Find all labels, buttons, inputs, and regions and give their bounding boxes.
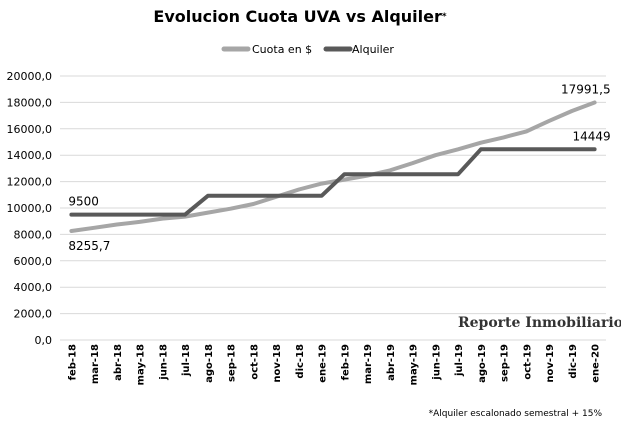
x-tick-label: abr-19 (386, 344, 397, 381)
chart-title: Evolucion Cuota UVA vs Alquiler* (153, 7, 446, 26)
x-tick-label: nov-19 (545, 344, 556, 383)
x-axis-ticks: feb-18 mar-18 abr-18 may-18 jun-18 jul-18 ago-… (67, 344, 601, 385)
y-tick-label: 8000,0 (14, 228, 53, 241)
x-tick-label: ene-20 (591, 344, 602, 383)
x-tick-label: dic-18 (295, 344, 306, 379)
y-tick-label: 6000,0 (14, 255, 53, 268)
y-tick-label: 20000,0 (7, 70, 53, 83)
data-label: 9500 (68, 195, 99, 209)
x-tick-label: feb-18 (67, 344, 78, 380)
y-tick-label: 10000,0 (7, 202, 53, 215)
series-line-1 (69, 147, 597, 217)
y-tick-label: 0,0 (35, 334, 53, 347)
data-label: 17991,5 (561, 83, 611, 97)
data-labels: 8255,7 17991,5 9500 14449 (68, 83, 610, 254)
watermark: Reporte Inmobiliario (458, 315, 621, 331)
x-tick-label: nov-18 (272, 344, 283, 383)
x-tick-label: jul-19 (454, 344, 465, 377)
x-tick-label: feb-19 (340, 344, 351, 380)
series-line-0 (69, 100, 597, 233)
x-tick-label: oct-19 (522, 344, 533, 380)
legend: Cuota en $ Alquiler (221, 43, 394, 56)
x-tick-label: jul-18 (181, 344, 192, 377)
x-tick-label: jun-18 (158, 344, 169, 381)
x-tick-label: dic-19 (568, 344, 579, 379)
legend-label-cuota: Cuota en $ (252, 43, 312, 56)
x-tick-label: jun-19 (431, 344, 442, 381)
y-tick-label: 14000,0 (7, 149, 53, 162)
legend-label-alquiler: Alquiler (352, 43, 394, 56)
data-label: 14449 (572, 129, 610, 143)
gridlines (60, 75, 606, 341)
x-tick-label: mar-19 (363, 344, 374, 384)
y-tick-label: 2000,0 (14, 308, 53, 321)
x-tick-label: may-19 (409, 344, 420, 385)
x-tick-label: sep-19 (500, 344, 511, 382)
x-tick-label: may-18 (136, 344, 147, 385)
y-axis-ticks: 0,0 2000,0 4000,0 6000,0 8000,0 10000,0 12000,… (7, 70, 53, 347)
x-tick-label: ago-18 (204, 344, 215, 383)
footnote: *Alquiler escalonado semestral + 15% (429, 409, 603, 419)
x-tick-label: ago-19 (477, 344, 488, 383)
x-tick-label: ene-19 (318, 344, 329, 383)
x-tick-label: mar-18 (90, 344, 101, 384)
y-tick-label: 4000,0 (14, 281, 53, 294)
x-tick-label: abr-18 (113, 344, 124, 381)
y-tick-label: 16000,0 (7, 123, 53, 136)
y-tick-label: 18000,0 (7, 96, 53, 109)
y-tick-label: 12000,0 (7, 176, 53, 189)
series-lines (69, 100, 597, 233)
x-tick-label: sep-18 (227, 344, 238, 382)
data-label: 8255,7 (68, 239, 110, 253)
x-tick-label: oct-18 (249, 344, 260, 380)
